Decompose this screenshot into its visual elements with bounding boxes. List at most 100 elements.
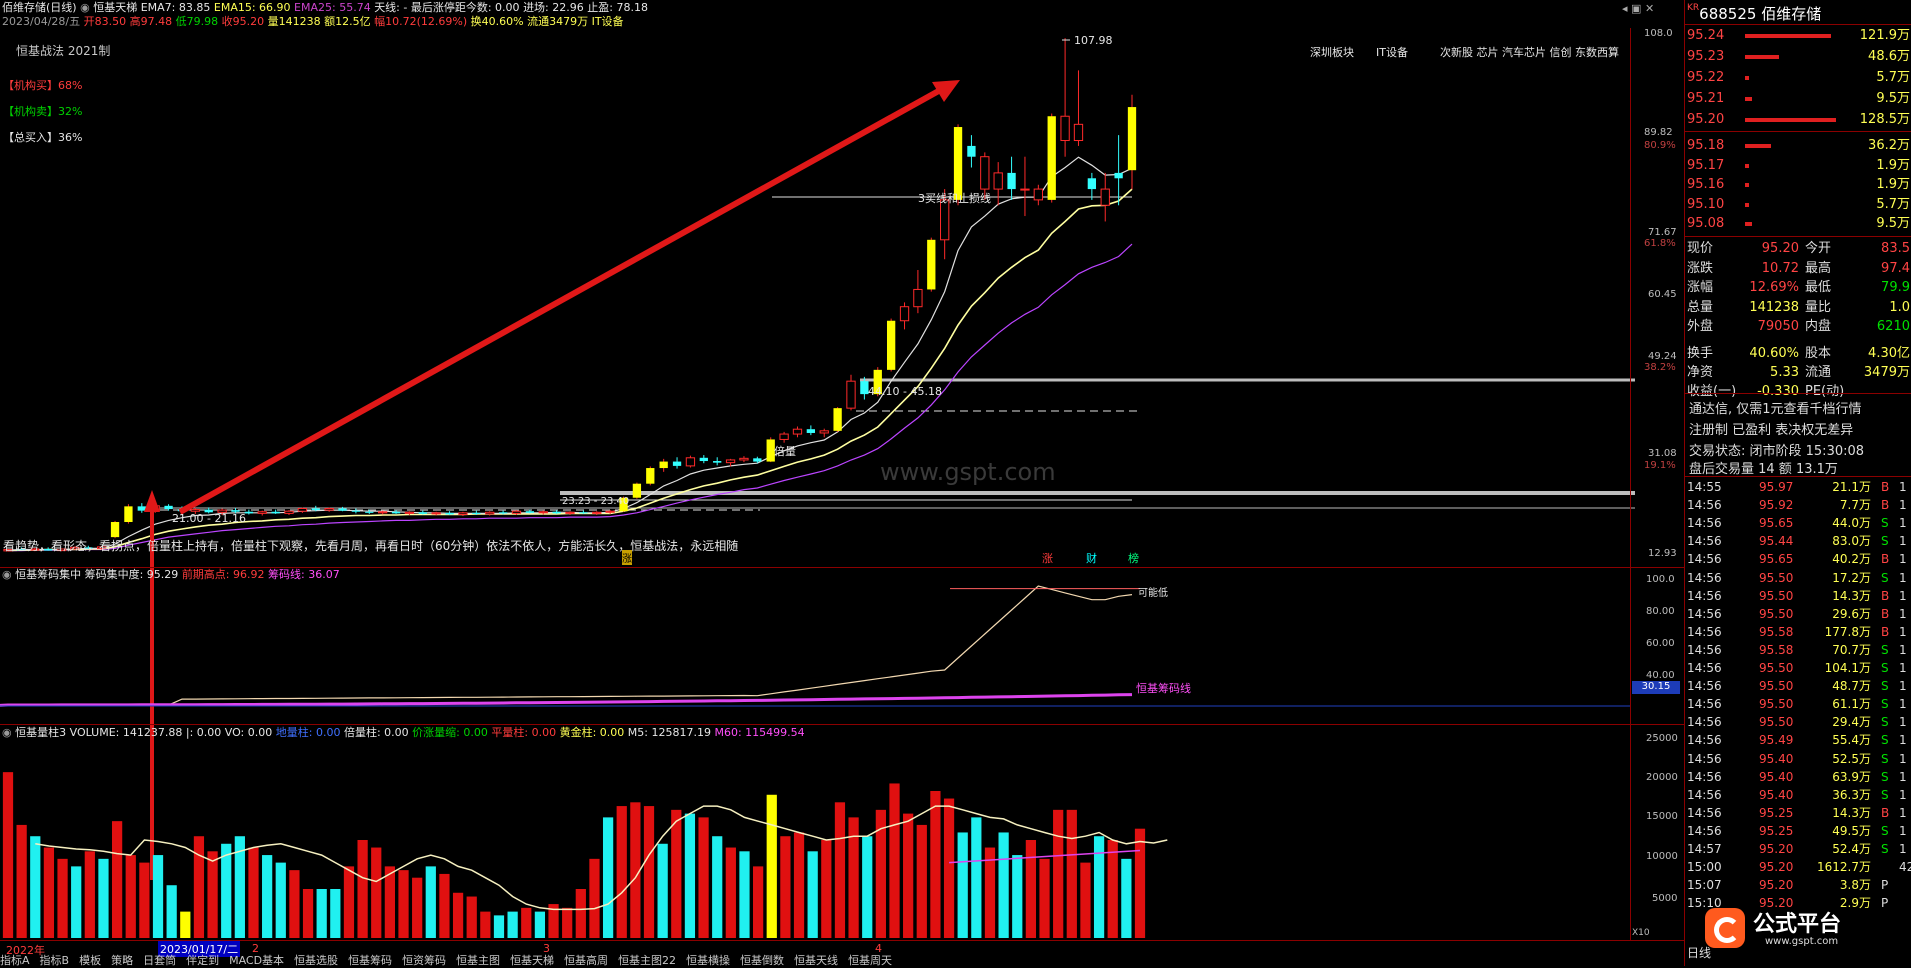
- tag-concepts[interactable]: 次新股 芯片 汽车芯片 信创 东数西算: [1440, 46, 1619, 59]
- minimize-icon[interactable]: ◂: [1622, 2, 1628, 15]
- stat-row[interactable]: 净资 5.33 流通 3479万: [1685, 364, 1911, 382]
- time-selected[interactable]: 2023/01/17/二: [158, 941, 241, 957]
- indicator-tab[interactable]: 恒基主图: [456, 954, 501, 967]
- tick-row[interactable]: 14:56 95.50 61.1万 S 1: [1685, 695, 1911, 713]
- volume-bar: [657, 843, 668, 938]
- indicator-tab[interactable]: 恒基周天: [848, 954, 893, 967]
- price-tick: 31.08: [1648, 448, 1677, 459]
- indicator-tab[interactable]: 指标A: [0, 954, 30, 967]
- indicator-tab[interactable]: 恒基倒数: [740, 954, 785, 967]
- last-limit-value: 最后涨停距今数: 0.00: [410, 1, 520, 14]
- tick-row[interactable]: 14:56 95.50 29.6万 B 1: [1685, 605, 1911, 623]
- tick-volume: 104.1万: [1824, 661, 1871, 675]
- tick-row[interactable]: 15:07 95.20 3.8万 P: [1685, 876, 1911, 894]
- tick-price: 95.65: [1759, 516, 1794, 531]
- ask-row[interactable]: 95.23 48.6万: [1685, 48, 1911, 66]
- indicator-tab[interactable]: 恒基天梯: [510, 954, 555, 967]
- ask-row[interactable]: 95.24 121.9万: [1685, 27, 1911, 45]
- indicator-tab[interactable]: 伴定到: [186, 954, 220, 967]
- indicator-tab[interactable]: 策略: [111, 954, 134, 967]
- chip-current-tag: 30.15: [1632, 681, 1680, 694]
- indicator-tab[interactable]: 恒基选股: [294, 954, 339, 967]
- ask-row[interactable]: 95.20 128.5万: [1685, 111, 1911, 129]
- stat-row[interactable]: 收益(一) -0.330 PE(动): [1685, 383, 1911, 401]
- tag-region[interactable]: 深圳板块: [1310, 46, 1354, 59]
- chip-name[interactable]: 恒基筹码集中: [15, 568, 82, 581]
- tick-row[interactable]: 14:56 95.40 36.3万 S 1: [1685, 786, 1911, 804]
- tick-price: 95.20: [1759, 896, 1794, 911]
- candle-body: [819, 430, 829, 434]
- vol-name[interactable]: 恒基量柱3: [15, 726, 67, 739]
- indicator-name[interactable]: 恒基天梯: [93, 1, 138, 14]
- period-label[interactable]: 日线: [1687, 946, 1712, 960]
- stat-row[interactable]: 外盘 79050 内盘 6210: [1685, 318, 1911, 336]
- profit-value: 止盈: 78.18: [587, 1, 648, 14]
- indicator-tab[interactable]: 恒基横操: [686, 954, 731, 967]
- panel-divider-2[interactable]: [0, 724, 1684, 725]
- tick-row[interactable]: 14:56 95.50 17.2万 S 1: [1685, 569, 1911, 587]
- candle-body: [699, 457, 708, 462]
- stat-value: 12.69%: [1749, 280, 1799, 295]
- tick-price: 95.58: [1759, 642, 1794, 657]
- bid-row[interactable]: 95.16 1.9万: [1685, 176, 1911, 194]
- tick-row[interactable]: 14:56 95.50 48.7万 S 1: [1685, 677, 1911, 695]
- stat-row[interactable]: 现价 95.20 今开 83.5: [1685, 240, 1911, 258]
- tick-row[interactable]: 14:57 95.20 52.4万 S 1: [1685, 840, 1911, 858]
- tick-row[interactable]: 14:56 95.50 14.3万 B 1: [1685, 587, 1911, 605]
- close-icon[interactable]: ✕: [1644, 2, 1655, 15]
- tick-count: 1: [1899, 642, 1907, 657]
- stat-row[interactable]: 总量 141238 量比 1.0: [1685, 299, 1911, 317]
- indicator-tab[interactable]: 恒资筹码: [402, 954, 447, 967]
- vol-tick: 25000: [1646, 733, 1678, 744]
- bid-row[interactable]: 95.10 5.7万: [1685, 196, 1911, 214]
- candle-body: [605, 510, 615, 513]
- tick-row[interactable]: 14:56 95.49 55.4万 S 1: [1685, 731, 1911, 749]
- tick-row[interactable]: 14:56 95.40 63.9万 S 1: [1685, 768, 1911, 786]
- ask-row[interactable]: 95.22 5.7万: [1685, 69, 1911, 87]
- stat-row[interactable]: 换手 40.60% 股本 4.30亿: [1685, 345, 1911, 363]
- tick-row[interactable]: 14:56 95.50 29.4万 S 1: [1685, 713, 1911, 731]
- candle-body: [766, 439, 775, 462]
- bid-row[interactable]: 95.08 9.5万: [1685, 215, 1911, 233]
- tick-row[interactable]: 14:56 95.40 52.5万 S 1: [1685, 750, 1911, 768]
- indicator-tab[interactable]: 指标B: [39, 954, 70, 967]
- indicator-tab[interactable]: 恒基筹码: [348, 954, 393, 967]
- stat-row[interactable]: 涨幅 12.69% 最低 79.9: [1685, 279, 1911, 297]
- restore-icon[interactable]: ▣: [1631, 2, 1642, 15]
- tick-row[interactable]: 14:56 95.50 104.1万 S 1: [1685, 659, 1911, 677]
- volume-bar: [330, 889, 341, 938]
- tick-row[interactable]: 14:56 95.65 40.2万 B 1: [1685, 550, 1911, 568]
- tag-sector[interactable]: IT设备: [1376, 46, 1408, 59]
- notice-1[interactable]: 通达信, 仅需1元查看千档行情: [1689, 402, 1862, 417]
- indicator-tab[interactable]: 日套筒: [143, 954, 177, 967]
- tick-row[interactable]: 14:56 95.58 177.8万 B 1: [1685, 623, 1911, 641]
- tick-row[interactable]: 15:10 95.20 2.9万 P: [1685, 894, 1911, 912]
- indicator-tab[interactable]: 模板: [79, 954, 102, 967]
- ask-row[interactable]: 95.21 9.5万: [1685, 90, 1911, 108]
- notice-2[interactable]: 注册制 已盈利 表决权无差异: [1689, 423, 1854, 438]
- tick-row[interactable]: 14:56 95.44 83.0万 S 1: [1685, 532, 1911, 550]
- tick-row[interactable]: 14:56 95.92 7.7万 B 1: [1685, 496, 1911, 514]
- ema7-value: EMA7: 83.85: [140, 1, 211, 14]
- bid-row[interactable]: 95.18 36.2万: [1685, 137, 1911, 155]
- tick-row[interactable]: 15:00 95.20 1612.7万 42: [1685, 858, 1911, 876]
- stat-row[interactable]: 涨跌 10.72 最高 97.4: [1685, 260, 1911, 278]
- volume-bar: [862, 836, 873, 938]
- tick-row[interactable]: 14:56 95.25 49.5万 S 1: [1685, 822, 1911, 840]
- indicator-tab[interactable]: 恒基天线: [794, 954, 839, 967]
- indicator-tab[interactable]: MACD基本: [229, 954, 285, 967]
- chart-canvas[interactable]: [0, 0, 1684, 966]
- stock-title[interactable]: 佰维存储(日线): [2, 1, 77, 14]
- indicator-tab[interactable]: 恒基主图22: [618, 954, 677, 967]
- tick-row[interactable]: 14:56 95.25 14.3万 B 1: [1685, 804, 1911, 822]
- stat-value: 79050: [1757, 319, 1799, 334]
- tick-row[interactable]: 14:56 95.58 70.7万 S 1: [1685, 641, 1911, 659]
- panel-divider-1[interactable]: [0, 567, 1684, 568]
- tick-volume: 29.6万: [1832, 606, 1871, 621]
- bid-row[interactable]: 95.17 1.9万: [1685, 157, 1911, 175]
- tick-row[interactable]: 14:55 95.97 21.1万 B 1: [1685, 478, 1911, 496]
- tick-price: 95.50: [1759, 570, 1794, 585]
- ask-bar: [1745, 76, 1750, 80]
- indicator-tab[interactable]: 恒基高周: [564, 954, 609, 967]
- tick-row[interactable]: 14:56 95.65 44.0万 S 1: [1685, 514, 1911, 532]
